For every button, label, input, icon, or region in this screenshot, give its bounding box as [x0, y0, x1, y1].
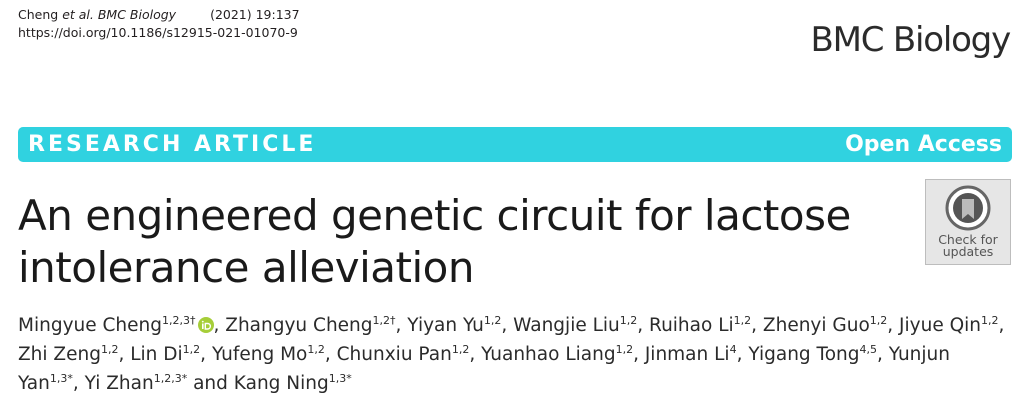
article-title: An engineered genetic circuit for lactos… [18, 191, 851, 292]
author-affiliation: 1,2 [869, 314, 888, 327]
author-separator: , [469, 344, 482, 365]
author-separator: and [187, 373, 234, 394]
author-name: Lin Di [130, 344, 183, 365]
author-separator: , [118, 344, 131, 365]
citation-journal: BMC Biology [97, 7, 177, 22]
author-name: Zhi Zeng [18, 344, 101, 365]
author-affiliation: 1,2 [307, 343, 325, 356]
citation-line: Cheng et al. BMC Biology (2021) 19:137 [18, 6, 300, 24]
citation-author: Cheng [18, 7, 59, 22]
badge-text: Check for updates [926, 232, 1010, 259]
author-name: Jiyue Qin [899, 315, 982, 336]
journal-logo: BMC Biology [810, 20, 1011, 60]
author-name: Kang Ning [233, 373, 329, 394]
author-name: Chunxiu Pan [336, 344, 452, 365]
author-affiliation: 4 [729, 343, 737, 356]
author-name: Zhenyi Guo [762, 315, 870, 336]
author-affiliation: 1,2,3* [153, 372, 188, 385]
badge-line: Check for [938, 232, 998, 247]
author-affiliation: 1,2,3† [162, 314, 196, 327]
author-separator: , [200, 344, 212, 365]
citation-issue: (2021) 19:137 [210, 7, 300, 22]
author-name: Zhangyu Cheng [225, 315, 373, 336]
author-separator: , [736, 344, 749, 365]
author-name: Ruihao Li [649, 315, 734, 336]
author-affiliation: 1,3* [49, 372, 73, 385]
author-separator: , [633, 344, 645, 365]
article-type: RESEARCH ARTICLE [28, 132, 317, 157]
doi[interactable]: https://doi.org/10.1186/s12915-021-01070… [18, 25, 298, 40]
author-separator: , [324, 344, 337, 365]
author-separator: , [213, 315, 226, 336]
author-affiliation: 1,2 [182, 343, 201, 356]
author-name: Yiyan Yu [407, 315, 484, 336]
author-affiliation: 1,2 [615, 343, 634, 356]
author-separator: , [72, 373, 85, 394]
author-separator: , [887, 315, 900, 336]
author-separator: , [637, 315, 650, 336]
author-name: Yufeng Mo [211, 344, 308, 365]
badge-icon [945, 185, 991, 231]
author-name: Yigang Tong [748, 344, 860, 365]
author-name: Yunjun Yan [18, 344, 950, 394]
author-separator: , [501, 315, 514, 336]
author-affiliation: 1,2 [981, 314, 999, 327]
check-updates-badge[interactable]: Check for updates [925, 179, 1011, 265]
citation-etal: et al. [62, 7, 94, 22]
banner: RESEARCH ARTICLE Open Access [18, 127, 1012, 162]
author-affiliation: 1,2 [619, 314, 638, 327]
author-name: Yi Zhan [84, 373, 154, 394]
author-affiliation: 1,2 [483, 314, 502, 327]
open-access: Open Access [845, 132, 1002, 157]
author-affiliation: 1,2 [733, 314, 752, 327]
author-name: Wangjie Liu [513, 315, 620, 336]
orcid-icon[interactable] [197, 317, 214, 333]
author-affiliation: 1,2 [451, 343, 470, 356]
author-separator: , [395, 315, 408, 336]
author-affiliation: 1,2† [372, 314, 396, 327]
author-affiliation: 1,2 [100, 343, 119, 356]
author-name: Jinman Li [644, 344, 730, 365]
author-list: Mingyue Cheng1,2,3†, Zhangyu Cheng1,2†, … [18, 311, 1008, 398]
author-separator: , [877, 344, 889, 365]
author-name: Mingyue Cheng [18, 315, 162, 336]
citation: Cheng et al. BMC Biology (2021) 19:137 ht… [18, 6, 300, 42]
author-affiliation: 4,5 [859, 343, 878, 356]
author-separator: , [751, 315, 763, 336]
author-separator: , [998, 315, 1005, 336]
author-name: Yuanhao Liang [481, 344, 616, 365]
badge-line: updates [942, 244, 994, 259]
author-affiliation: 1,3* [328, 372, 352, 385]
